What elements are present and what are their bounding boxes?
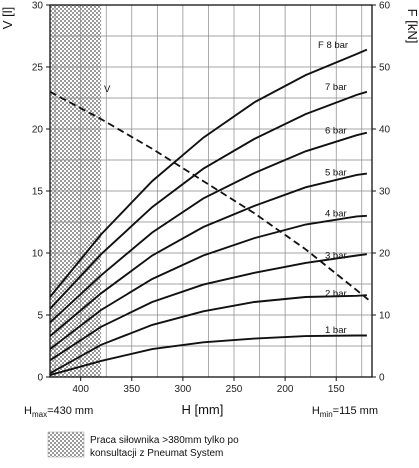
y-right-tick-label: 10 (379, 311, 391, 322)
x-tick-label: 150 (328, 384, 345, 395)
legend-swatch (47, 431, 85, 458)
y-left-tick-label: 0 (37, 373, 43, 384)
y-left-axis-label: V [l] (0, 7, 15, 29)
x-tick-label: 200 (277, 384, 294, 395)
series-label-1-bar: 1 bar (325, 325, 347, 336)
series-line-4-bar (49, 214, 367, 350)
legend-text-line: Praca siłownika >380mm tylko po (90, 435, 239, 446)
y-right-axis-label: F [kN] (405, 9, 419, 44)
legend-text-line: konsultacji z Pneumat System (90, 448, 223, 459)
series-line-f-8-bar (49, 48, 368, 298)
series-label-f-8-bar: F 8 bar (318, 40, 348, 51)
series-line-1-bar (49, 334, 367, 377)
y-right-tick-label: 30 (379, 187, 391, 198)
y-left-tick-label: 5 (37, 311, 43, 322)
y-left-tick-label: 10 (32, 249, 44, 260)
y-left-tick-label: 25 (32, 63, 44, 74)
y-left-tick-label: 15 (32, 187, 44, 198)
h-max-label: Hmax=430 mm (24, 405, 93, 419)
series-label-5-bar: 5 bar (325, 168, 347, 179)
series-line-3-bar (49, 253, 368, 362)
series-line-7-bar (49, 90, 368, 310)
series-label-3-bar: 3 bar (325, 251, 347, 262)
series-line-v (49, 91, 370, 301)
x-axis-label: H [mm] (181, 402, 223, 417)
series-label-v: V (104, 84, 111, 95)
y-right-tick-label: 20 (379, 249, 391, 260)
y-right-tick-label: 60 (379, 1, 391, 12)
x-tick-label: 400 (72, 384, 89, 395)
x-tick-label: 350 (123, 384, 140, 395)
x-tick-label: 300 (175, 384, 192, 395)
x-tick-label: 250 (226, 384, 243, 395)
y-right-tick-label: 40 (379, 125, 391, 136)
y-right-tick-label: 0 (379, 373, 385, 384)
series-line-2-bar (49, 294, 367, 375)
series-label-6-bar: 6 bar (325, 125, 347, 136)
series-label-2-bar: 2 bar (325, 289, 347, 300)
y-left-tick-label: 20 (32, 125, 44, 136)
series-line-6-bar (49, 131, 368, 324)
series-label-4-bar: 4 bar (325, 209, 347, 220)
series-line-5-bar (49, 172, 368, 337)
series-label-7-bar: 7 bar (325, 82, 347, 93)
h-min-label: Hmin=115 mm (312, 405, 378, 419)
y-right-tick-label: 50 (379, 63, 391, 74)
y-left-tick-label: 30 (32, 1, 44, 12)
